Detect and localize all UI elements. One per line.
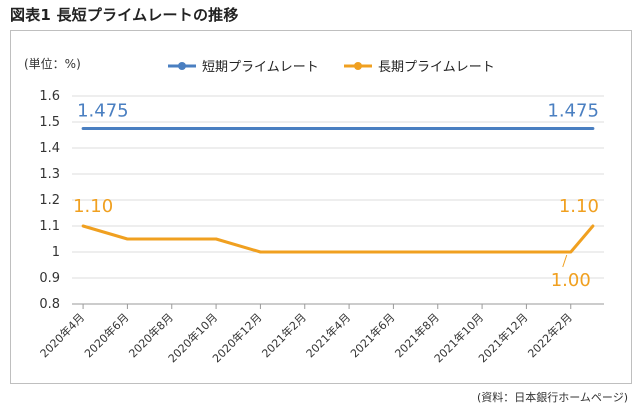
- x-tick-label: 2020年4月: [37, 310, 87, 360]
- series-lines: [81, 127, 595, 254]
- y-tick-label: 1.3: [39, 167, 60, 182]
- data-labels: 1.475 1.475 1.10 1.10 1.00: [73, 101, 599, 292]
- x-axis: 2020年4月2020年6月2020年8月2020年10月2020年12月202…: [37, 304, 575, 365]
- legend: 短期プライムレート 長期プライムレート: [168, 60, 495, 75]
- y-tick-label: 1: [52, 245, 60, 260]
- y-tick-label: 1.4: [39, 141, 60, 156]
- long-term-prime-rate-line: [81, 224, 595, 254]
- data-label: 1.475: [547, 101, 599, 122]
- legend-item-short-term: 短期プライムレート: [168, 60, 319, 75]
- y-tick-label: 1.1: [39, 219, 60, 234]
- y-axis: 0.8 0.9 1 1.1 1.2 1.3 1.4 1.5 1.6: [39, 89, 60, 312]
- x-tick-label: 2022年2月: [525, 310, 575, 360]
- chart-frame: [10, 30, 632, 384]
- data-label: 1.00: [551, 270, 591, 291]
- data-label: 1.10: [559, 196, 599, 217]
- chart-heading: 図表1 長短プライムレートの推移: [10, 6, 239, 24]
- legend-marker-icon: [354, 62, 362, 70]
- y-tick-label: 1.5: [39, 115, 60, 130]
- data-label: 1.10: [73, 196, 113, 217]
- y-tick-label: 0.9: [39, 271, 60, 286]
- legend-marker-icon: [178, 62, 186, 70]
- x-tick-label: 2021年2月: [259, 310, 309, 360]
- y-tick-label: 0.8: [39, 297, 60, 312]
- legend-label: 長期プライムレート: [378, 60, 495, 75]
- unit-label: (単位：%): [24, 56, 81, 71]
- source-note: (資料：日本銀行ホームページ): [476, 391, 628, 404]
- x-tick-label: 2021年6月: [347, 310, 397, 360]
- y-tick-label: 1.6: [39, 89, 60, 104]
- y-tick-label: 1.2: [39, 193, 60, 208]
- x-tick-label: 2020年6月: [81, 310, 131, 360]
- legend-item-long-term: 長期プライムレート: [344, 60, 495, 75]
- data-label: 1.475: [77, 101, 129, 122]
- legend-label: 短期プライムレート: [202, 60, 319, 75]
- data-label-leader-line: [562, 254, 568, 268]
- x-tick-label: 2021年4月: [303, 310, 353, 360]
